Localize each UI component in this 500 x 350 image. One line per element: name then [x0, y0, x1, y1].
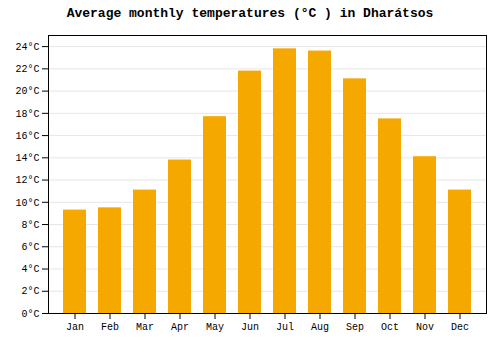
svg-text:16°C: 16°C	[15, 131, 39, 142]
svg-text:Dec: Dec	[451, 322, 469, 333]
svg-text:18°C: 18°C	[15, 109, 39, 120]
svg-text:12°C: 12°C	[15, 175, 39, 186]
svg-text:4°C: 4°C	[21, 264, 39, 275]
svg-text:May: May	[206, 322, 224, 333]
svg-text:Nov: Nov	[416, 322, 434, 333]
svg-text:6°C: 6°C	[21, 242, 39, 253]
svg-text:Sep: Sep	[346, 322, 364, 333]
svg-text:Jun: Jun	[241, 322, 259, 333]
svg-text:Feb: Feb	[101, 322, 119, 333]
svg-text:24°C: 24°C	[15, 42, 39, 53]
svg-text:20°C: 20°C	[15, 86, 39, 97]
svg-text:Jul: Jul	[276, 322, 294, 333]
svg-text:Aug: Aug	[311, 322, 329, 333]
svg-text:Oct: Oct	[381, 322, 399, 333]
svg-text:22°C: 22°C	[15, 64, 39, 75]
svg-text:2°C: 2°C	[21, 286, 39, 297]
svg-text:14°C: 14°C	[15, 153, 39, 164]
html-text:Average monthly temperatures (: Average monthly temperatures (°C ) in Dh…	[66, 6, 434, 21]
svg-text:Jan: Jan	[66, 322, 84, 333]
svg-text:Apr: Apr	[171, 322, 189, 333]
svg-text:8°C: 8°C	[21, 220, 39, 231]
svg-text:0°C: 0°C	[21, 309, 39, 320]
svg-text:10°C: 10°C	[15, 198, 39, 209]
svg-text:Mar: Mar	[136, 322, 154, 333]
